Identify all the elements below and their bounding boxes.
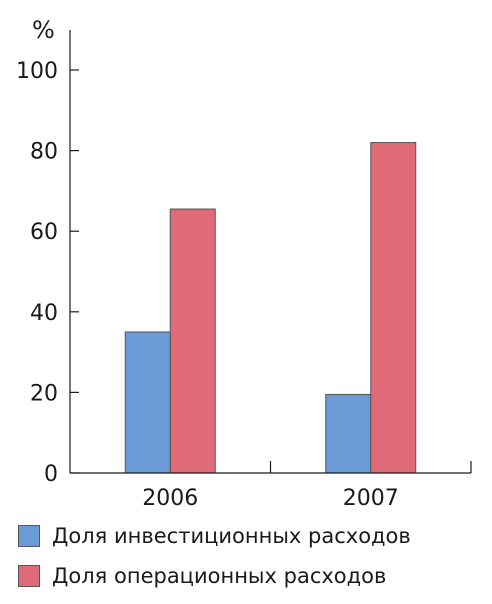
ticks: 0 20 40 60 80 100 2006 2007 bbox=[16, 59, 472, 511]
bar-2006-series-2 bbox=[169, 208, 216, 474]
legend-label-investment: Доля инвестиционных расходов bbox=[52, 524, 411, 548]
y-tick-label-20: 20 bbox=[30, 381, 58, 406]
bar-2006-series-1 bbox=[124, 331, 171, 474]
bar-2007-series-1 bbox=[325, 393, 372, 474]
legend-item-investment: Доля инвестиционных расходов bbox=[18, 516, 488, 556]
y-tick-label-40: 40 bbox=[30, 301, 58, 326]
x-tick-label-2007: 2007 bbox=[343, 486, 399, 511]
bar-2007-series-2 bbox=[370, 142, 417, 474]
legend-item-operational: Доля операционных расходов bbox=[18, 556, 488, 596]
legend-swatch-investment bbox=[18, 525, 40, 547]
y-axis-unit-label: % bbox=[32, 16, 55, 44]
legend-swatch-operational bbox=[18, 565, 40, 587]
y-tick-label-80: 80 bbox=[30, 140, 58, 165]
bars bbox=[124, 142, 417, 474]
legend-label-operational: Доля операционных расходов bbox=[52, 564, 387, 588]
y-tick-label-0: 0 bbox=[44, 462, 58, 487]
y-tick-label-60: 60 bbox=[30, 220, 58, 245]
y-tick-label-100: 100 bbox=[16, 59, 58, 84]
legend: Доля инвестиционных расходов Доля операц… bbox=[18, 516, 488, 596]
x-tick-label-2006: 2006 bbox=[142, 486, 198, 511]
